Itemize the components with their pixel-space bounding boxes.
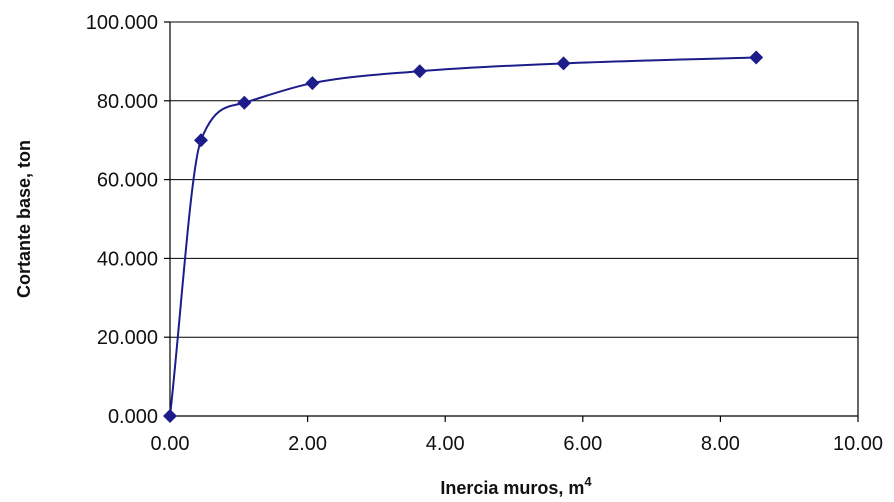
x-tick-label-3: 6.00 xyxy=(563,433,602,455)
series-line xyxy=(169,56,757,417)
axis-titles: Cortante base, ton Inercia muros, m4 xyxy=(14,140,592,498)
y-axis-title: Cortante base, ton xyxy=(14,140,34,298)
data-point-0 xyxy=(163,409,177,423)
data-point-3 xyxy=(305,76,320,91)
x-tick-label-1: 2.00 xyxy=(288,433,327,455)
data-point-4 xyxy=(412,64,427,79)
y-tick-label-3: 60.000 xyxy=(97,170,158,192)
y-tick-label-1: 20.000 xyxy=(97,327,158,349)
data-point-1 xyxy=(193,133,208,148)
x-axis-title: Inercia muros, m4 xyxy=(440,474,592,498)
y-tick-label-2: 40.000 xyxy=(97,248,158,270)
y-tick-label-5: 100.000 xyxy=(86,12,158,34)
x-tick-label-0: 0.00 xyxy=(151,433,190,455)
x-axis-title-superscript: 4 xyxy=(584,474,592,489)
data-point-6 xyxy=(749,50,764,65)
series-group xyxy=(163,50,764,423)
y-tick-label-4: 80.000 xyxy=(97,91,158,113)
axes xyxy=(164,21,859,422)
x-tick-labels: 0.00 2.00 4.00 6.00 8.00 10.00 xyxy=(151,433,884,455)
y-tick-label-0: 0.000 xyxy=(108,406,158,428)
x-axis-title-text: Inercia muros, m xyxy=(440,478,584,498)
data-point-2 xyxy=(237,95,252,110)
x-tick-label-2: 4.00 xyxy=(426,433,465,455)
x-tick-label-5: 10.00 xyxy=(833,433,883,455)
data-point-5 xyxy=(556,56,571,71)
x-tick-label-4: 8.00 xyxy=(701,433,740,455)
gridlines xyxy=(170,21,858,338)
y-tick-labels: 0.000 20.000 40.000 60.000 80.000 100.000 xyxy=(86,12,158,428)
